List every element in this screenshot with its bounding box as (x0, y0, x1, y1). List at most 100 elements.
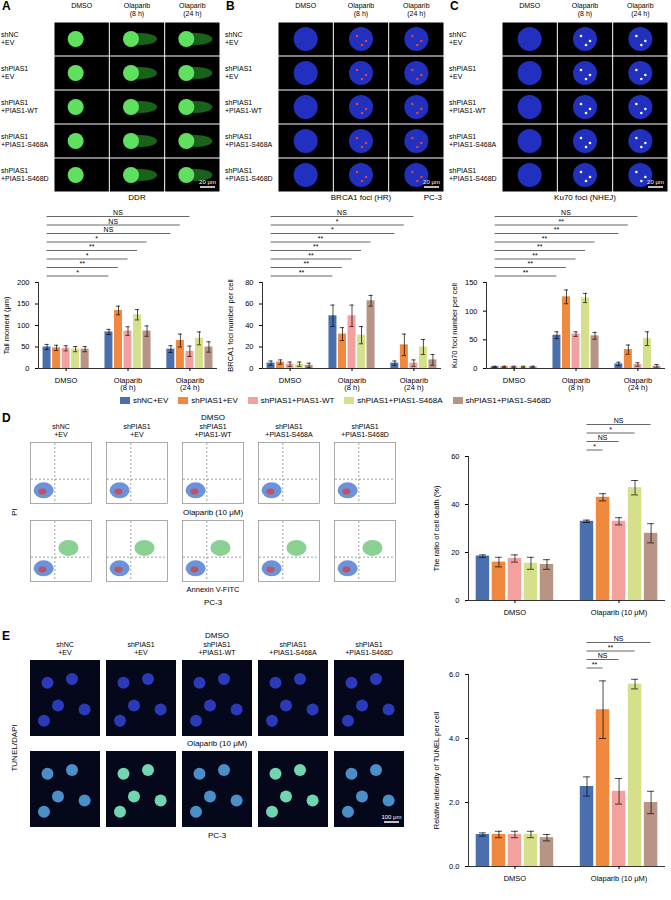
svg-text:DMSO: DMSO (504, 874, 527, 883)
svg-text:*: * (331, 226, 334, 233)
svg-text:PI: PI (10, 508, 19, 516)
svg-text:Olaparib(24 h): Olaparib(24 h) (624, 376, 652, 393)
svg-text:0: 0 (473, 364, 477, 373)
svg-text:0: 0 (25, 364, 29, 373)
svg-text:Ku70 foci number per cell: Ku70 foci number per cell (450, 283, 459, 368)
html-text:Olaparib (24 h): Olaparib (24 h) (627, 2, 654, 17)
svg-text:DMSO: DMSO (279, 376, 302, 385)
svg-text:Olaparib(8 h): Olaparib(8 h) (338, 376, 366, 393)
svg-text:100: 100 (465, 307, 478, 316)
svg-text:The ratio of cell death (%): The ratio of cell death (%) (432, 485, 441, 571)
svg-text:**: ** (554, 226, 560, 233)
html-text:Olaparib (24 h): Olaparib (24 h) (403, 2, 430, 17)
svg-text:0: 0 (249, 364, 253, 373)
html-text:shPIAS1 +PIAS1-S468A: shPIAS1 +PIAS1-S468A (449, 133, 497, 148)
svg-text:Olaparib(24 h): Olaparib(24 h) (176, 376, 204, 393)
svg-text:BRCA1 foci number per cell: BRCA1 foci number per cell (226, 279, 235, 372)
svg-text:*: * (593, 443, 596, 450)
html-text:shPIAS1 +PIAS1-WT: shPIAS1 +PIAS1-WT (1, 99, 39, 114)
svg-text:Olaparib(8 h): Olaparib(8 h) (562, 376, 590, 393)
html-text:Olaparib (8 h): Olaparib (8 h) (347, 2, 375, 17)
svg-text:80: 80 (245, 278, 253, 287)
html-text:shPIAS1 +PIAS1-S468D: shPIAS1 +PIAS1-S468D (225, 167, 273, 182)
svg-text:*: * (95, 235, 98, 242)
svg-text:40: 40 (451, 500, 459, 509)
svg-text:Relative intensity of TUNEL pe: Relative intensity of TUNEL per cell (432, 711, 441, 829)
html-text:shNC +EV: shNC +EV (449, 31, 467, 46)
html-text:shPIAS1 +EV: shPIAS1 +EV (225, 65, 253, 80)
svg-text:**: ** (299, 269, 305, 276)
html-text:shNC +EV: shNC +EV (225, 31, 243, 46)
svg-text:**: ** (528, 260, 534, 267)
svg-text:**: ** (89, 243, 95, 250)
svg-text:NS: NS (108, 218, 118, 225)
svg-text:**: ** (304, 260, 310, 267)
svg-text:**: ** (313, 243, 319, 250)
svg-text:60: 60 (451, 452, 459, 461)
svg-text:20: 20 (451, 548, 459, 557)
svg-text:**: ** (542, 235, 548, 242)
html-text:shPIAS1 +EV: shPIAS1 +EV (1, 65, 29, 80)
svg-text:NS: NS (614, 635, 624, 642)
svg-text:20: 20 (245, 342, 253, 351)
svg-text:Tail moment (μm): Tail moment (μm) (2, 296, 11, 355)
svg-text:Olaparib (10 μM): Olaparib (10 μM) (591, 608, 648, 617)
svg-text:20 μm: 20 μm (423, 179, 440, 185)
svg-text:20 μm: 20 μm (199, 179, 216, 185)
svg-text:TUNEL/DAPI: TUNEL/DAPI (10, 724, 19, 771)
svg-text:60: 60 (245, 299, 253, 308)
svg-text:100 μm: 100 μm (381, 814, 401, 820)
svg-text:NS: NS (104, 226, 114, 233)
svg-text:40: 40 (245, 321, 253, 330)
svg-text:6.0: 6.0 (449, 670, 459, 679)
svg-text:0: 0 (455, 596, 459, 605)
svg-text:0.0: 0.0 (449, 862, 459, 871)
html-text:shPIAS1 +PIAS1-WT: shPIAS1 +PIAS1-WT (225, 99, 263, 114)
svg-text:NS: NS (614, 417, 624, 424)
svg-text:NS: NS (337, 209, 347, 216)
html-text:shNC +EV: shNC +EV (52, 423, 70, 438)
svg-text:**: ** (318, 235, 324, 242)
svg-text:NS: NS (561, 209, 571, 216)
svg-text:*: * (76, 269, 79, 276)
svg-text:50: 50 (469, 335, 477, 344)
svg-text:50: 50 (21, 342, 29, 351)
svg-text:*: * (86, 252, 89, 259)
html-text:Olaparib (8 h): Olaparib (8 h) (571, 2, 599, 17)
svg-text:200: 200 (17, 278, 30, 287)
html-text:shPIAS1 +EV: shPIAS1 +EV (449, 65, 477, 80)
svg-text:*: * (609, 426, 612, 433)
svg-text:Olaparib(8 h): Olaparib(8 h) (114, 376, 142, 393)
svg-text:NS: NS (598, 652, 608, 659)
svg-text:20 μm: 20 μm (647, 179, 664, 185)
svg-text:**: ** (80, 260, 86, 267)
svg-text:2.0: 2.0 (449, 798, 459, 807)
svg-text:100: 100 (17, 321, 30, 330)
svg-text:*: * (336, 218, 339, 225)
html-text:shNC +EV: shNC +EV (1, 31, 19, 46)
svg-text:150: 150 (465, 278, 478, 287)
html-text:Olaparib (24 h): Olaparib (24 h) (179, 2, 206, 17)
svg-text:NS: NS (598, 434, 608, 441)
svg-text:DMSO: DMSO (55, 376, 78, 385)
svg-text:Olaparib(24 h): Olaparib(24 h) (400, 376, 428, 393)
html-text:shPIAS1 +PIAS1-S468D: shPIAS1 +PIAS1-S468D (449, 167, 497, 182)
html-text:shPIAS1 +PIAS1-S468D: shPIAS1 +PIAS1-S468D (1, 167, 49, 182)
html-text:shPIAS1 +PIAS1-S468A: shPIAS1 +PIAS1-S468A (225, 133, 273, 148)
svg-text:DMSO: DMSO (504, 608, 527, 617)
svg-text:**: ** (608, 644, 614, 651)
svg-text:150: 150 (17, 299, 30, 308)
svg-text:**: ** (532, 252, 538, 259)
svg-text:**: ** (523, 269, 529, 276)
html-text:shPIAS1 +PIAS1-WT: shPIAS1 +PIAS1-WT (449, 99, 487, 114)
svg-text:DMSO: DMSO (503, 376, 526, 385)
svg-text:**: ** (558, 218, 564, 225)
svg-text:**: ** (592, 661, 598, 668)
svg-text:Olaparib (10 μM): Olaparib (10 μM) (591, 874, 648, 883)
svg-text:**: ** (308, 252, 314, 259)
html-text:shPIAS1 +PIAS1-S468A: shPIAS1 +PIAS1-S468A (1, 133, 49, 148)
svg-text:**: ** (537, 243, 543, 250)
svg-text:NS: NS (113, 209, 123, 216)
svg-text:4.0: 4.0 (449, 734, 459, 743)
html-text:Olaparib (8 h): Olaparib (8 h) (123, 2, 151, 17)
